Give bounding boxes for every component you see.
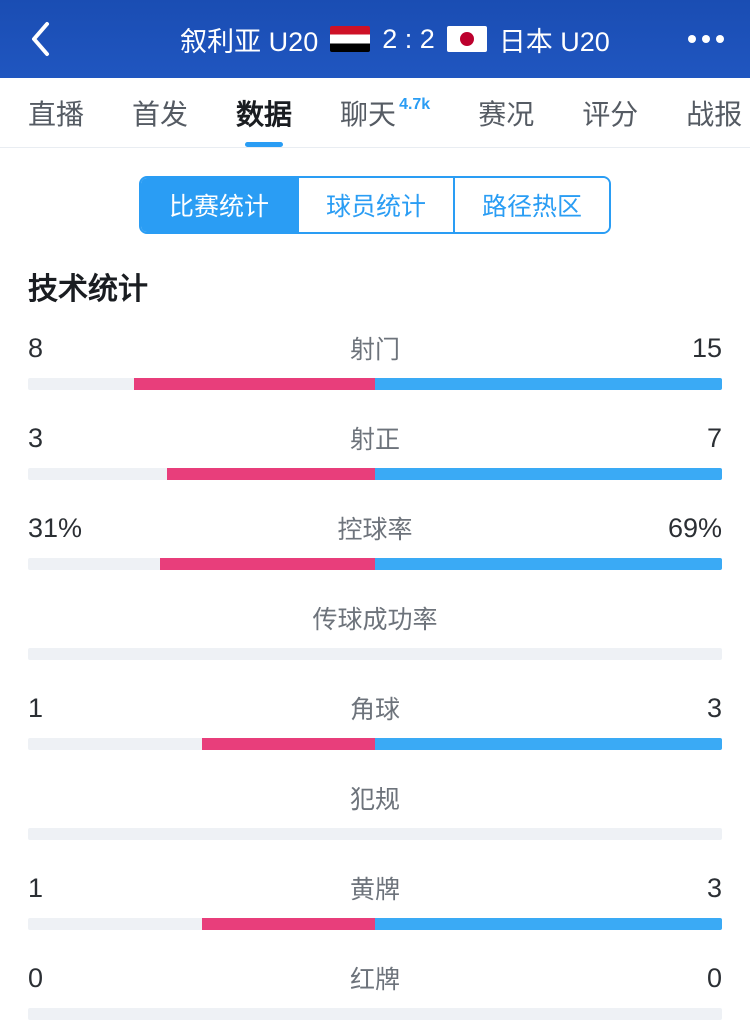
seg-2[interactable]: 路径热区 [453,178,609,232]
tab-3[interactable]: 聊天4.7k [316,78,454,147]
dot-icon [688,35,696,43]
stat-label: 控球率 [337,510,412,546]
bar-right-fill [375,378,722,390]
team-left-name: 叙利亚 U20 [180,20,318,59]
stat-label: 传球成功率 [312,600,437,636]
stat-row: 31% 控球率 69% [28,510,722,570]
stat-label: 角球 [350,690,400,726]
stat-bar [28,738,722,750]
stat-head: 传球成功率 [28,600,722,636]
stat-head: 犯规 [28,780,722,816]
stat-bar [28,1008,722,1020]
bar-left-fill [134,378,376,390]
stat-right-value: 69% [662,513,722,544]
stat-right-value: 0 [662,963,722,994]
tab-label: 首发 [132,93,188,133]
stat-left-value: 8 [28,333,88,364]
stat-row: 犯规 [28,780,722,840]
stat-bar [28,558,722,570]
tab-label: 数据 [236,93,292,133]
stat-left-value: 0 [28,963,88,994]
bar-left-fill [167,468,375,480]
stat-row: 1 角球 3 [28,690,722,750]
stat-bar [28,468,722,480]
back-button[interactable] [20,19,60,59]
dot-icon [702,35,710,43]
stat-label: 黄牌 [350,870,400,906]
stats-segmented: 比赛统计球员统计路径热区 [139,176,611,234]
stat-bar [28,648,722,660]
bar-right-fill [375,738,722,750]
segmented-wrap: 比赛统计球员统计路径热区 [0,148,750,264]
bar-right-fill [375,468,722,480]
tab-4[interactable]: 赛况 [454,78,558,147]
tab-2[interactable]: 数据 [212,78,316,147]
tab-label: 赛况 [478,93,534,133]
flag-japan-icon [447,26,487,52]
bar-right-fill [375,918,722,930]
more-button[interactable] [688,35,724,43]
tab-label: 直播 [28,93,84,133]
stat-head: 1 角球 3 [28,690,722,726]
stat-right-value: 3 [662,873,722,904]
tab-badge: 4.7k [399,96,430,114]
tab-5[interactable]: 评分 [558,78,662,147]
tab-6[interactable]: 战报 [662,78,750,147]
stat-row: 3 射正 7 [28,420,722,480]
tab-1[interactable]: 首发 [108,78,212,147]
stat-left-value: 3 [28,423,88,454]
section-title: 技术统计 [0,264,750,330]
team-right-name: 日本 U20 [499,20,610,59]
stat-bar [28,918,722,930]
flag-syria-icon [330,26,370,52]
stat-label: 犯规 [350,780,400,816]
stats-list: 8 射门 15 3 射正 7 31% 控球率 69% 传球成功率 1 角球 3 犯规 1 黄牌 3 0 红牌 0 [0,330,750,1020]
bar-left-fill [160,558,375,570]
stat-bar [28,378,722,390]
seg-1[interactable]: 球员统计 [297,178,453,232]
stat-left-value: 1 [28,873,88,904]
match-header: 叙利亚 U20 2 : 2 日本 U20 [0,0,750,78]
tab-label: 评分 [582,93,638,133]
stat-head: 31% 控球率 69% [28,510,722,546]
stat-right-value: 7 [662,423,722,454]
seg-0[interactable]: 比赛统计 [141,178,297,232]
nav-tabs: 直播首发数据聊天4.7k赛况评分战报 [0,78,750,148]
stat-row: 8 射门 15 [28,330,722,390]
stat-head: 3 射正 7 [28,420,722,456]
match-title: 叙利亚 U20 2 : 2 日本 U20 [60,20,730,59]
stat-row: 传球成功率 [28,600,722,660]
bar-left-fill [202,738,376,750]
dot-icon [716,35,724,43]
stat-head: 1 黄牌 3 [28,870,722,906]
bar-left-fill [202,918,376,930]
tab-label: 聊天 [340,93,396,133]
chevron-left-icon [29,21,51,57]
bar-right-fill [375,558,722,570]
stat-row: 0 红牌 0 [28,960,722,1020]
stat-left-value: 1 [28,693,88,724]
stat-label: 射正 [350,420,400,456]
stat-head: 8 射门 15 [28,330,722,366]
stat-label: 红牌 [350,960,400,996]
stat-head: 0 红牌 0 [28,960,722,996]
stat-bar [28,828,722,840]
tab-0[interactable]: 直播 [4,78,108,147]
tab-label: 战报 [686,93,742,133]
score-text: 2 : 2 [382,24,435,55]
stat-label: 射门 [350,330,400,366]
stat-left-value: 31% [28,513,88,544]
stat-right-value: 15 [662,333,722,364]
stat-row: 1 黄牌 3 [28,870,722,930]
stat-right-value: 3 [662,693,722,724]
